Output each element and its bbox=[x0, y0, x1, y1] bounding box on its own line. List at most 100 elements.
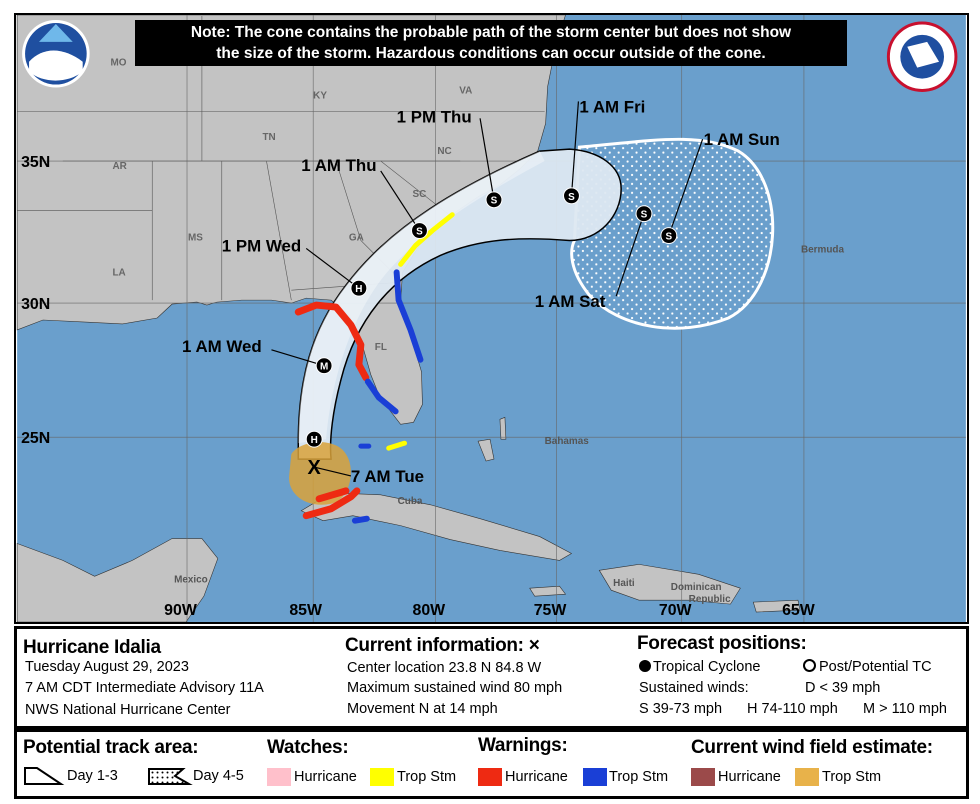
svg-text:S: S bbox=[641, 210, 648, 221]
state-label: GA bbox=[349, 233, 364, 244]
note-line: Note: The cone contains the probable pat… bbox=[190, 24, 792, 41]
wind-trop-storm-swatch bbox=[795, 768, 819, 786]
place-label-haiti: Haiti bbox=[613, 578, 635, 589]
label-1am-sun: 1 AM Sun bbox=[704, 130, 780, 149]
max-wind: Maximum sustained wind 80 mph bbox=[347, 680, 563, 696]
trop-storm-watch-label: Trop Stm bbox=[397, 769, 457, 785]
svg-text:M: M bbox=[320, 362, 328, 373]
puerto-rico bbox=[752, 599, 801, 613]
leader-lines bbox=[271, 101, 704, 477]
state-label: SC bbox=[413, 189, 427, 200]
label-1am-thu: 1 AM Thu bbox=[301, 156, 376, 175]
lon-label: 80W bbox=[413, 602, 446, 619]
label-1am-fri: 1 AM Fri bbox=[579, 97, 645, 116]
trop-storm-warning-east-fl bbox=[393, 269, 424, 363]
wind-trop-storm-label: Trop Stm bbox=[822, 769, 882, 785]
wind-hurricane-swatch bbox=[691, 768, 715, 786]
place-label-mexico: Mexico bbox=[174, 574, 208, 585]
state-label: AR bbox=[112, 161, 126, 172]
cone-disclaimer: Note: The cone contains the probable pat… bbox=[135, 20, 847, 66]
hurricane-warning-swatch bbox=[478, 768, 502, 786]
hurricane-watch-swatch bbox=[267, 768, 291, 786]
place-label-republic: Republic bbox=[689, 594, 731, 605]
forecast-map: H M H S S S S S X 7 AM Tue 1 AM Wed 1 PM… bbox=[14, 13, 969, 624]
watches-warnings bbox=[294, 212, 455, 524]
wind-field-trop-storm bbox=[289, 442, 351, 505]
trop-storm-watch-keys bbox=[386, 440, 408, 451]
lat-label: 30N bbox=[21, 296, 50, 313]
forecast-point-s: S bbox=[635, 205, 653, 223]
state-label: LA bbox=[112, 267, 125, 278]
trop-storm-warning-sw-fl bbox=[364, 378, 399, 415]
info-panel: Hurricane Idalia Tuesday August 29, 2023… bbox=[14, 626, 969, 729]
svg-text:S: S bbox=[666, 232, 673, 243]
hispaniola bbox=[598, 564, 741, 605]
current-position-x: X bbox=[308, 457, 322, 479]
svg-text:H: H bbox=[311, 435, 318, 446]
legend-post-tc: Post/Potential TC bbox=[803, 659, 932, 675]
advisory-date: Tuesday August 29, 2023 bbox=[25, 659, 189, 675]
forecast-point-s: S bbox=[660, 227, 678, 244]
forecast-point-s: S bbox=[411, 222, 428, 240]
lon-label: 75W bbox=[534, 602, 567, 619]
label: Tropical Cyclone bbox=[653, 659, 761, 675]
place-label-bahamas: Bahamas bbox=[545, 436, 590, 447]
trop-storm-warning-swatch bbox=[583, 768, 607, 786]
lon-label: 90W bbox=[164, 602, 197, 619]
forecast-point-s: S bbox=[485, 191, 503, 209]
grid-lines bbox=[17, 15, 966, 622]
label-1am-sat: 1 AM Sat bbox=[535, 292, 606, 311]
lat-label: 25N bbox=[21, 430, 50, 447]
day-1-3-icon bbox=[24, 767, 65, 785]
warnings-title: Warnings: bbox=[478, 735, 568, 756]
state-label: FL bbox=[375, 342, 387, 353]
forecast-positions-title: Forecast positions: bbox=[637, 633, 807, 654]
advisory-number: 7 AM CDT Intermediate Advisory 11A bbox=[25, 680, 264, 696]
hurricane-warning-cuba bbox=[302, 487, 361, 520]
hurricane-warning-fl-big-bend bbox=[294, 301, 370, 382]
state-label: VA bbox=[459, 85, 472, 96]
wind-s: S 39-73 mph bbox=[639, 701, 723, 717]
state-label: MO bbox=[111, 58, 127, 69]
label-1am-wed: 1 AM Wed bbox=[182, 337, 262, 356]
lon-label: 85W bbox=[289, 602, 322, 619]
lon-label: 70W bbox=[659, 602, 692, 619]
label: Post/Potential TC bbox=[819, 659, 932, 675]
watches-title: Watches: bbox=[267, 737, 349, 758]
forecast-point-h: H bbox=[305, 430, 323, 448]
hurricane-warning-label: Hurricane bbox=[505, 769, 568, 785]
svg-text:H: H bbox=[355, 284, 362, 295]
wind-m: M > 110 mph bbox=[863, 701, 947, 717]
label-7am-tue: 7 AM Tue bbox=[351, 467, 424, 486]
sustained-winds-label: Sustained winds: bbox=[639, 680, 749, 696]
note-line: the size of the storm. Hazardous conditi… bbox=[216, 45, 766, 62]
trop-storm-warning-label: Trop Stm bbox=[609, 769, 669, 785]
state-label: MS bbox=[188, 233, 203, 244]
trop-storm-watch-ga-sc bbox=[398, 212, 455, 267]
label-1pm-wed: 1 PM Wed bbox=[222, 236, 301, 255]
place-label-bermuda: Bermuda bbox=[801, 244, 844, 255]
wind-field-title: Current wind field estimate: bbox=[691, 737, 933, 758]
cone-day-1-3-land-shade bbox=[298, 151, 545, 444]
state-label: TN bbox=[263, 132, 276, 143]
place-label-cuba: Cuba bbox=[398, 496, 423, 507]
noaa-logo bbox=[22, 19, 90, 88]
svg-text:S: S bbox=[491, 196, 498, 207]
hurricane-watch-label: Hurricane bbox=[294, 769, 357, 785]
trop-storm-watch-swatch bbox=[370, 768, 394, 786]
track-area-title: Potential track area: bbox=[23, 737, 199, 758]
label-1pm-thu: 1 PM Thu bbox=[397, 107, 472, 126]
storm-name: Hurricane Idalia bbox=[23, 637, 161, 658]
day-1-3-label: Day 1-3 bbox=[67, 768, 118, 784]
bahamas bbox=[477, 416, 507, 462]
state-label: KY bbox=[313, 90, 327, 101]
day-4-5-label: Day 4-5 bbox=[193, 768, 244, 784]
legend-panel: Potential track area: Day 1-3 Day 4-5 Wa… bbox=[14, 729, 969, 799]
issuing-center: NWS National Hurricane Center bbox=[25, 702, 231, 718]
wind-h: H 74-110 mph bbox=[747, 701, 838, 717]
current-info-title: Current information: × bbox=[345, 635, 540, 656]
forecast-points: H M H S S S S S X bbox=[305, 187, 678, 479]
nws-logo bbox=[886, 21, 958, 92]
day-4-5-icon bbox=[148, 768, 193, 785]
